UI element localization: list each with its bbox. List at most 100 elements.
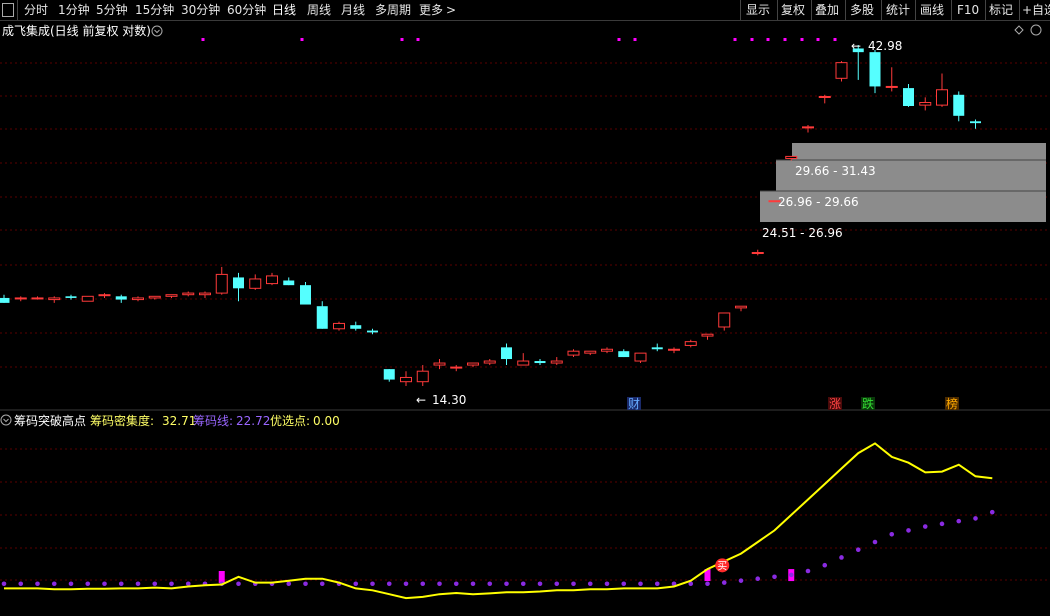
diamond-icon[interactable] xyxy=(1014,25,1024,35)
period-tab-weekly[interactable]: 周线 xyxy=(307,3,332,17)
candle-down xyxy=(0,297,10,303)
period-tab-15min[interactable]: 15分钟 xyxy=(135,3,175,17)
chip-line-dot xyxy=(437,581,442,587)
period-tab-multi[interactable]: 多周期 xyxy=(375,3,412,17)
period-tab-monthly[interactable]: 月线 xyxy=(341,3,366,17)
candle-up xyxy=(567,350,580,356)
tag-bg xyxy=(861,397,875,410)
candle-up xyxy=(148,295,161,299)
indicator-name: 筹码突破高点 xyxy=(14,413,86,428)
signal-dot xyxy=(617,38,621,41)
zone-1 xyxy=(792,143,1046,160)
tag-finance[interactable]: 财 xyxy=(628,397,640,411)
chip-line-dot xyxy=(353,581,359,587)
signal-dot xyxy=(783,38,787,41)
candle-down xyxy=(651,347,663,350)
chip-line-dot xyxy=(537,581,543,587)
tag-bg xyxy=(945,397,959,410)
candle-up xyxy=(550,360,563,364)
candle-up xyxy=(182,292,195,296)
candle-down xyxy=(953,94,965,116)
mark-button[interactable]: 标记 xyxy=(989,3,1014,17)
chip-line-dot xyxy=(604,581,610,587)
candle-up xyxy=(802,126,814,129)
period-tab-60min[interactable]: 60分钟 xyxy=(227,3,267,17)
chart-area[interactable]: 成飞集成(日线 前复权 对数) 29.66 - 31.43 26.96 - 29… xyxy=(0,21,1050,616)
toolbar-divider xyxy=(777,0,778,20)
overlay-button[interactable]: 叠加 xyxy=(815,3,840,17)
toolbar-divider xyxy=(881,0,882,20)
chip-line-dot xyxy=(788,572,794,578)
signal-dot xyxy=(400,38,404,41)
candle-down xyxy=(869,52,881,87)
settings-circle-icon[interactable] xyxy=(1030,24,1042,36)
indicator-gridlines xyxy=(0,448,1050,581)
chip-line-dot xyxy=(855,547,861,553)
period-tab-daily[interactable]: 日线 xyxy=(272,3,297,17)
statistics-button[interactable]: 统计 xyxy=(886,3,911,17)
candle-up xyxy=(601,348,613,352)
density-label: 筹码密集度: xyxy=(90,413,154,428)
buy-signal-label: 买 xyxy=(717,560,727,572)
candle-up xyxy=(684,341,697,346)
toolbar-divider xyxy=(811,0,812,20)
more-arrow-icon[interactable]: > xyxy=(446,3,457,17)
chip-line-dot xyxy=(671,581,677,587)
chip-line-dot xyxy=(487,581,493,587)
more-menu[interactable]: 更多 xyxy=(419,3,444,17)
candle-up xyxy=(936,89,948,106)
signal-dot xyxy=(633,38,637,41)
candle-up xyxy=(400,376,412,383)
zone-2 xyxy=(776,160,1046,191)
draw-line-button[interactable]: 画线 xyxy=(920,3,945,17)
period-tab-5min[interactable]: 5分钟 xyxy=(96,3,128,17)
candle-down xyxy=(367,330,378,333)
tag-limit-up[interactable]: 涨 xyxy=(829,396,841,411)
candle-up xyxy=(165,294,178,297)
multi-stock-button[interactable]: 多股 xyxy=(850,3,875,17)
candle-up xyxy=(450,366,463,369)
signal-dot xyxy=(816,38,820,41)
chipline-label: 筹码线: xyxy=(193,414,233,428)
indicator-series: 买 xyxy=(1,442,995,600)
chevron-down-icon xyxy=(3,418,9,423)
period-tab-fenshi[interactable]: 分时 xyxy=(24,3,49,17)
candle-up xyxy=(919,102,932,106)
indicator-dropdown-icon[interactable] xyxy=(0,414,12,426)
add-watchlist-button[interactable]: +自选 xyxy=(1022,3,1050,17)
tag-limit-down[interactable]: 跌 xyxy=(862,396,874,411)
candle-up xyxy=(718,312,731,328)
signal-dot xyxy=(300,38,304,41)
signal-dot xyxy=(750,38,754,41)
candle-down xyxy=(970,121,981,124)
adjust-button[interactable]: 复权 xyxy=(781,3,806,17)
chip-line-dot xyxy=(420,581,426,587)
candle-up xyxy=(584,350,597,354)
candle-down xyxy=(283,280,295,286)
display-button[interactable]: 显示 xyxy=(746,3,771,17)
tag-ranking[interactable]: 榜 xyxy=(946,396,958,411)
chip-line-dot xyxy=(638,581,643,587)
chip-line-dot xyxy=(118,581,124,587)
candle-down xyxy=(618,351,630,358)
max-arrow: ← xyxy=(851,39,861,53)
chip-line-dot xyxy=(922,524,928,529)
chip-line-dot xyxy=(319,581,325,587)
density-value: 32.71 xyxy=(162,414,196,428)
signal-dot xyxy=(833,38,837,41)
period-tab-30min[interactable]: 30分钟 xyxy=(181,3,221,17)
candle-up xyxy=(818,95,831,98)
signal-dot xyxy=(800,38,804,41)
period-tab-1min[interactable]: 1分钟 xyxy=(58,3,90,17)
chip-line-dot xyxy=(520,581,526,587)
f10-button[interactable]: F10 xyxy=(957,3,980,17)
chip-line-dot xyxy=(956,518,962,524)
chip-line-dot xyxy=(705,581,710,587)
chip-line-dot xyxy=(68,581,74,587)
chip-line-dot xyxy=(152,581,158,587)
toolbar-divider xyxy=(740,0,741,20)
title-dropdown-icon[interactable] xyxy=(151,25,163,37)
candle-up xyxy=(467,362,479,366)
window-icon[interactable] xyxy=(2,3,14,17)
toolbar-divider xyxy=(845,0,846,20)
